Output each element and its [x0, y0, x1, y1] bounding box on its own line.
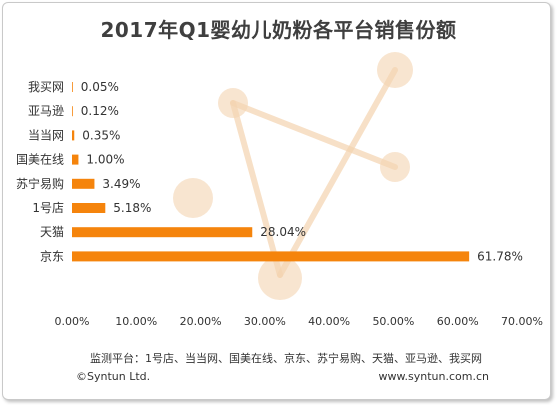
x-tick-label: 30.00%: [244, 315, 286, 328]
category-label: 1号店: [32, 201, 64, 215]
category-label: 我买网: [28, 80, 64, 94]
bar: [72, 82, 73, 92]
value-label: 5.18%: [113, 201, 151, 215]
bar: [72, 178, 95, 189]
value-label: 0.35%: [82, 128, 120, 142]
x-axis-ticks: 0.00% 10.00% 20.00% 30.00% 40.00% 50.00% 60.00…: [55, 315, 543, 328]
x-tick-label: 40.00%: [308, 315, 350, 328]
category-label: 亚马逊: [28, 104, 64, 118]
bar: [72, 154, 79, 165]
website: www.syntun.com.cn: [378, 370, 489, 383]
chart-frame: [2, 2, 551, 400]
x-tick-label: 20.00%: [180, 315, 222, 328]
category-label: 京东: [40, 249, 64, 263]
x-tick-label: 50.00%: [372, 315, 414, 328]
copyright: ©Syntun Ltd.: [76, 370, 151, 383]
value-labels: 0.05% 0.12% 0.35% 1.00% 3.49% 5.18% 28.04% 61.7…: [81, 80, 523, 263]
value-label: 3.49%: [102, 177, 140, 191]
value-label: 61.78%: [477, 249, 523, 263]
value-label: 0.05%: [81, 80, 119, 94]
bars: [72, 82, 470, 262]
data-source-note: 监测平台：1号店、当当网、国美在线、京东、苏宁易购、天猫、亚马逊、我买网: [90, 352, 482, 365]
value-label: 0.12%: [81, 104, 119, 118]
category-label: 天猫: [40, 225, 64, 239]
bar: [72, 251, 470, 262]
category-label: 苏宁易购: [16, 176, 64, 191]
value-label: 1.00%: [86, 153, 124, 167]
watermark-logo: [173, 52, 413, 300]
value-label: 28.04%: [260, 225, 306, 239]
x-tick-label: 60.00%: [437, 315, 479, 328]
chart-title: 2017年Q1婴幼儿奶粉各平台销售份额: [100, 18, 457, 42]
bar: [72, 203, 106, 213]
x-tick-label: 0.00%: [55, 315, 90, 328]
bar: [72, 106, 73, 117]
x-tick-label: 10.00%: [115, 315, 157, 328]
category-label: 当当网: [28, 128, 64, 142]
bar: [72, 130, 75, 141]
category-label: 国美在线: [16, 153, 64, 167]
x-tick-label: 70.00%: [501, 315, 543, 328]
bar: [72, 227, 253, 238]
